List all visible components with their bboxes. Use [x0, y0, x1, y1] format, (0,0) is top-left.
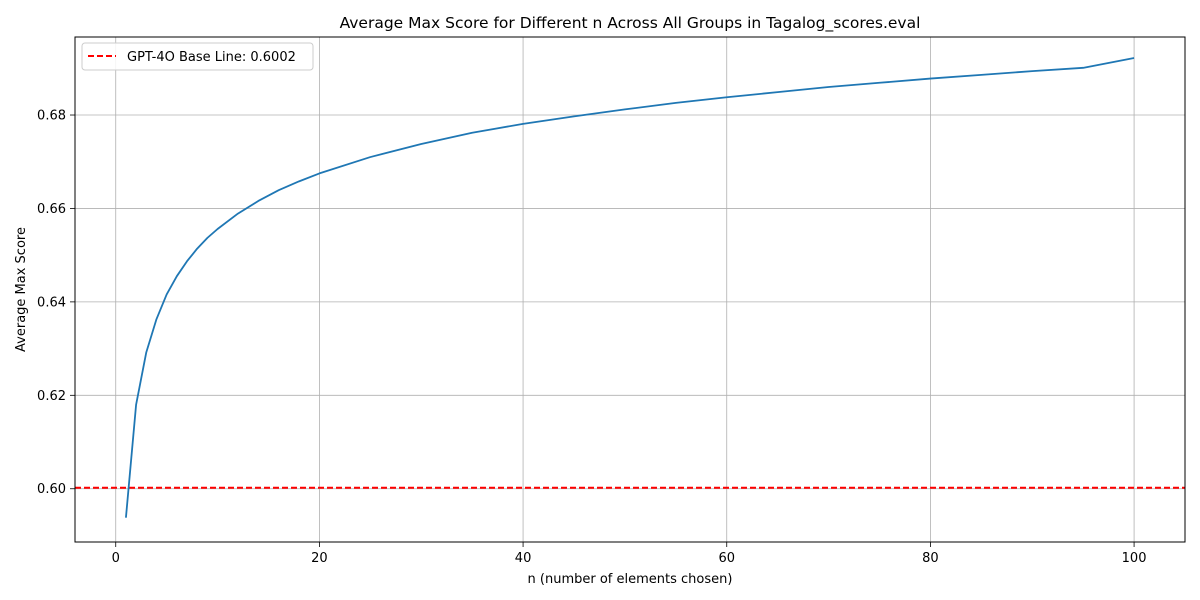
x-tick-label: 80 [922, 551, 939, 566]
grid [75, 37, 1185, 542]
x-tick-label: 60 [718, 551, 735, 566]
x-tick-label: 40 [515, 551, 532, 566]
x-axis-ticks: 0 20 40 60 80 100 [112, 542, 1147, 566]
y-tick-label: 0.62 [37, 389, 66, 404]
legend-box [81, 42, 314, 71]
y-tick-label: 0.66 [37, 202, 66, 217]
x-tick-label: 0 [112, 551, 120, 566]
y-axis-ticks: 0.60 0.62 0.64 0.66 0.68 [37, 109, 75, 497]
x-tick-label: 100 [1122, 551, 1147, 566]
y-tick-label: 0.68 [37, 109, 66, 124]
x-tick-label: 20 [311, 551, 328, 566]
series-line [125, 57, 1135, 518]
x-axis-label: n (number of elements chosen) [528, 572, 733, 587]
plot-frame [74, 36, 1186, 543]
y-tick-label: 0.64 [37, 295, 66, 310]
y-axis-label: Average Max Score [14, 227, 29, 352]
legend: GPT-4O Base Line: 0.6002 [81, 42, 314, 71]
y-tick-label: 0.60 [37, 482, 66, 497]
legend-baseline-label: GPT-4O Base Line: 0.6002 [127, 50, 296, 65]
chart-title: Average Max Score for Different n Across… [340, 14, 921, 33]
series-layer [125, 57, 1135, 518]
